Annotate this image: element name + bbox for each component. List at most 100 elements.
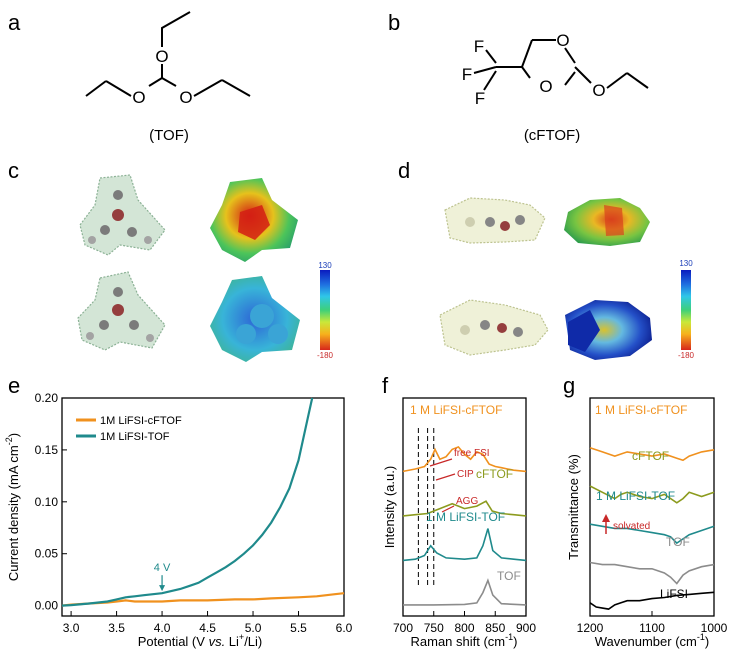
f-xtick-label: 850	[485, 621, 505, 635]
f-xtick-label: 800	[454, 621, 474, 635]
cftof-color-scale-bar	[681, 270, 691, 350]
panel-d: d 130 -180	[398, 158, 695, 360]
tof-oxygen-1: O	[155, 47, 168, 66]
g-label-tof: TOF	[666, 535, 690, 549]
panel-b: b F F F O O O (cFTOF)	[388, 10, 649, 144]
annotation-4v-arrowhead	[159, 585, 166, 592]
cftof-scale-max: 130	[679, 259, 693, 268]
chart-f-ticks: 700 750 800 850 900	[393, 611, 536, 635]
g-annotation-solvated: solvated	[602, 514, 650, 534]
annotation-cip-arrow	[435, 473, 456, 481]
f-series-line-2	[402, 528, 527, 562]
tof-mesh-model-bottom	[77, 271, 166, 351]
chart-e-annotation: 4 V	[154, 562, 171, 592]
panel-g-chart: g 1200 1100 1000 1 M LiFSI-cFTOF cFTOF 1 M…	[563, 373, 728, 649]
g-series-line-0	[589, 446, 715, 462]
tof-esp-map-bottom	[210, 276, 300, 362]
cftof-fluorine-1: F	[474, 37, 484, 56]
chart-g-frame	[589, 397, 715, 617]
annotation-cip: CIP	[457, 469, 474, 480]
chart-g-ticks: 1200 1100 1000	[577, 611, 728, 635]
panel-c: c 130 -	[8, 158, 334, 362]
tof-color-scale-bar	[320, 270, 330, 350]
tof-oxygen-3: O	[179, 88, 192, 107]
cftof-fluorine-2: F	[462, 65, 472, 84]
f-xtick-label: 900	[516, 621, 536, 635]
e-ytick-label: 0.00	[35, 599, 59, 613]
panel-c-letter: c	[8, 158, 19, 183]
cftof-oxygen-1: O	[556, 31, 569, 50]
g-xtick-label: 1200	[577, 621, 604, 635]
g-xtick-label: 1000	[701, 621, 728, 635]
panel-f-chart: f 700 750 800 850 900 1 M LiFSI-cFTOF cFTOF …	[382, 373, 536, 649]
tof-esp-map-top	[210, 178, 298, 262]
chart-e-ticks: 3.0 3.5 4.0 4.5 5.0 5.5 6.0 0.00 0.05 0.10 0.15 0.2…	[35, 391, 353, 635]
chart-f-reference-lines	[417, 428, 435, 586]
e-xtick-label: 4.0	[154, 621, 171, 635]
annotation-free-fsi: free FSI	[454, 448, 490, 459]
chart-f-series	[402, 445, 527, 606]
f-series-line-1	[402, 500, 527, 517]
f-annotations: free FSI CIP AGG	[429, 448, 490, 513]
e-ytick-label: 0.05	[35, 547, 59, 561]
tof-caption: (TOF)	[149, 127, 189, 144]
chart-e-ylabel: Current density (mA cm-2)	[4, 433, 21, 581]
chart-g-xlabel: Wavenumber (cm-1)	[595, 632, 709, 649]
f-xtick-label: 700	[393, 621, 413, 635]
g-series-line-2	[589, 523, 715, 545]
tof-skeleton	[85, 11, 251, 97]
tof-scale-max: 130	[318, 261, 332, 270]
chart-f-frame	[402, 397, 527, 617]
tof-mesh-model-top	[79, 174, 166, 256]
g-series-line-4	[589, 591, 715, 610]
f-label-tof: TOF	[497, 569, 521, 583]
cftof-skeleton	[473, 39, 649, 91]
annotation-4v: 4 V	[154, 562, 171, 574]
solvated-arrowhead	[602, 514, 610, 522]
annotation-solvated: solvated	[613, 521, 650, 532]
e-series-line-0	[61, 592, 345, 607]
e-xtick-label: 6.0	[336, 621, 353, 635]
g-series-line-1	[589, 485, 715, 504]
chart-f-ylabel: Intensity (a.u.)	[382, 466, 397, 548]
chart-g-ylabel: Transmittance (%)	[566, 454, 581, 560]
g-label-lifsi-tof: 1 M LiFSI-TOF	[596, 489, 675, 503]
g-label-lifsi-cftof: 1 M LiFSI-cFTOF	[595, 403, 687, 417]
panel-e-letter: e	[8, 373, 20, 398]
e-xtick-label: 5.0	[245, 621, 262, 635]
annotation-free-fsi-arrow	[429, 458, 453, 467]
panel-e-chart: e 3.0 3.5 4.0 4.5 5.0 5.5 6.0 0.00 0.05 0.10 0.15 0…	[4, 373, 353, 649]
f-series-line-0	[402, 445, 527, 473]
e-xtick-label: 5.5	[290, 621, 307, 635]
cftof-scale-min: -180	[678, 351, 695, 360]
f-xtick-label: 750	[424, 621, 444, 635]
g-xtick-label: 1100	[639, 621, 665, 635]
cftof-caption: (cFTOF)	[524, 127, 580, 144]
cftof-oxygen-3: O	[592, 81, 605, 100]
chart-g-series	[589, 446, 715, 610]
e-xtick-label: 4.5	[199, 621, 216, 635]
cftof-mesh-model-top	[444, 197, 546, 244]
panel-g-letter: g	[563, 373, 575, 398]
tof-scale-min: -180	[317, 351, 334, 360]
g-label-cftof: cFTOF	[632, 449, 669, 463]
legend-label-tof: 1M LiFSI-TOF	[100, 431, 170, 443]
chart-e-xlabel: Potential (V vs. Li+/Li)	[138, 632, 263, 649]
g-label-lifsi: LiFSI	[660, 587, 688, 601]
legend-label-cftof: 1M LiFSI-cFTOF	[100, 415, 182, 427]
panel-a: a O O O (TOF)	[8, 10, 251, 144]
panel-d-letter: d	[398, 158, 410, 183]
cftof-esp-map-top	[564, 198, 650, 246]
e-series-line-1	[61, 397, 314, 607]
annotation-agg-arrow	[441, 505, 455, 513]
cftof-oxygen-2: O	[539, 77, 552, 96]
e-ytick-label: 0.20	[35, 391, 59, 405]
panel-a-letter: a	[8, 10, 21, 35]
e-ytick-label: 0.15	[35, 443, 59, 457]
panel-b-letter: b	[388, 10, 400, 35]
f-series-line-3	[403, 578, 527, 606]
tof-oxygen-2: O	[132, 88, 145, 107]
annotation-agg: AGG	[456, 496, 478, 507]
